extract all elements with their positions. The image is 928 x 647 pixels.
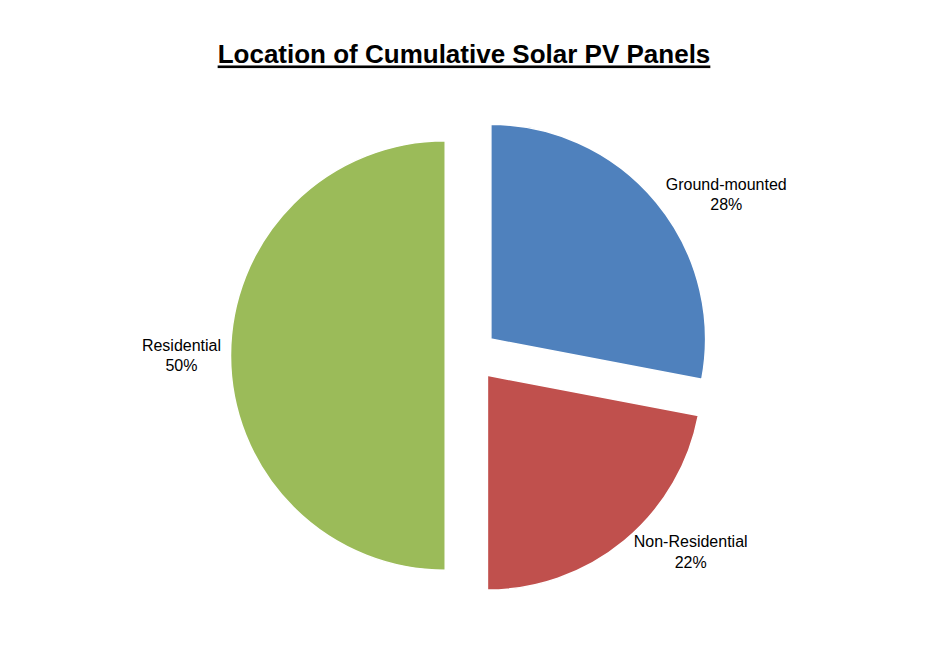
- svg-text:Residential50%: Residential50%: [142, 337, 221, 375]
- svg-text:Ground-mounted28%: Ground-mounted28%: [666, 176, 787, 214]
- svg-text:Location of Cumulative Solar P: Location of Cumulative Solar PV Panels: [218, 39, 711, 69]
- svg-text:Non-Residential22%: Non-Residential22%: [634, 533, 748, 571]
